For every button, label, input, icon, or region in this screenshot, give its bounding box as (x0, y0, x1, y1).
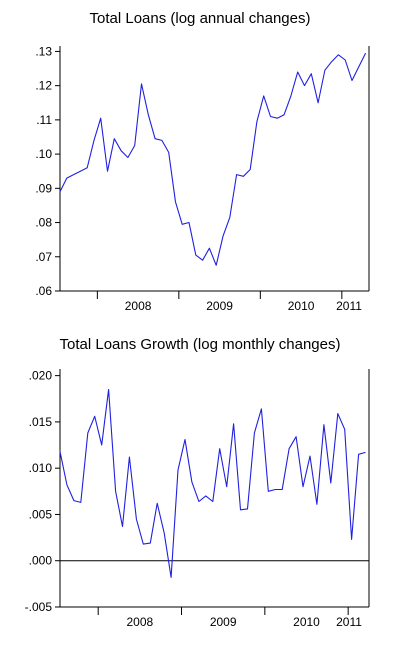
chart-title: Total Loans Growth (log monthly changes) (59, 336, 341, 353)
annual-changes-plot: .06 .07 .08 .09 .10 .11 .12 .13 2008 2009 2010 2011 (35, 44, 370, 313)
monthly-changes-plot: -.005 .000 .005 .010 .015 .020 2008 2009 2010 201… (25, 369, 370, 629)
y-tick-label: .07 (35, 250, 52, 264)
x-tick-label: 2011 (336, 615, 362, 629)
y-tick-label: -.005 (25, 600, 53, 614)
series-line (59, 52, 367, 266)
y-tick-label: .13 (35, 44, 52, 58)
x-tick-label: 2011 (336, 299, 362, 313)
y-tick-label: .015 (29, 415, 53, 429)
x-tick-label: 2009 (210, 615, 237, 629)
x-tick-label: 2010 (293, 615, 320, 629)
y-tick-label: .08 (35, 216, 52, 230)
x-tick-label: 2010 (288, 299, 315, 313)
y-tick-label: .11 (36, 113, 52, 127)
series-line (59, 388, 366, 578)
y-tick-label: .000 (29, 554, 53, 568)
y-tick-label: .06 (35, 284, 52, 298)
y-tick-label: .10 (35, 147, 52, 161)
y-tick-label: .005 (29, 507, 53, 521)
x-tick-label: 2008 (127, 615, 154, 629)
chart-title: Total Loans (log annual changes) (89, 10, 311, 27)
x-tick-label: 2009 (206, 299, 233, 313)
y-tick-label: .020 (29, 369, 53, 383)
x-tick-label: 2008 (125, 299, 152, 313)
y-tick-label: .12 (35, 79, 52, 93)
y-tick-label: .09 (35, 181, 52, 195)
loans-annual-chart: Total Loans (log annual changes) .06 .07.… (0, 0, 400, 326)
loans-monthly-chart: Total Loans Growth (log monthly changes)… (0, 326, 400, 653)
y-tick-label: .010 (29, 461, 53, 475)
